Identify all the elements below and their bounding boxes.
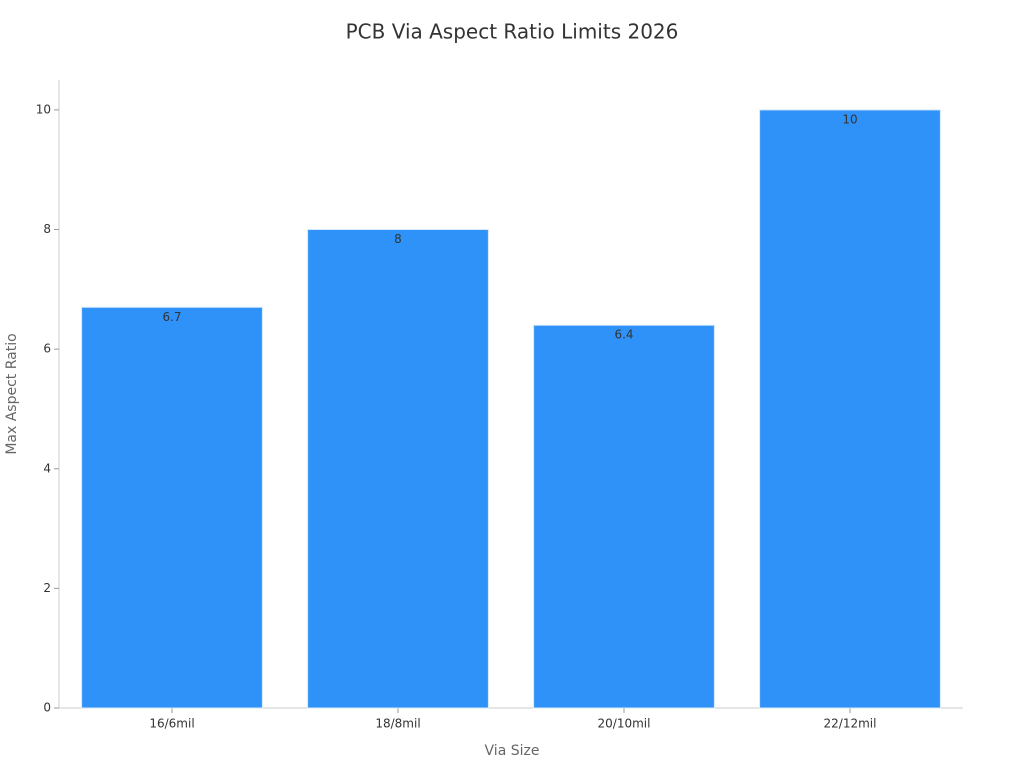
x-tick-label: 20/10mil	[598, 717, 651, 731]
bar	[81, 306, 263, 709]
x-tick-label: 18/8mil	[375, 717, 420, 731]
data-label: 6.7	[162, 310, 181, 324]
y-tick-label: 0	[43, 701, 51, 715]
bar	[533, 324, 715, 709]
data-label: 8	[394, 232, 402, 246]
x-axis-label: Via Size	[485, 743, 540, 759]
y-tick-label: 8	[43, 222, 51, 236]
y-axis-label: Max Aspect Ratio	[4, 333, 20, 454]
data-label: 10	[842, 112, 857, 126]
bar	[307, 229, 489, 709]
chart-title: PCB Via Aspect Ratio Limits 2026	[346, 20, 679, 44]
x-tick-label: 16/6mil	[149, 717, 194, 731]
y-tick-label: 6	[43, 342, 51, 356]
y-tick-label: 10	[36, 102, 51, 116]
x-tick-label: 22/12mil	[824, 717, 877, 731]
y-tick-label: 4	[43, 461, 51, 475]
data-label: 6.4	[614, 328, 633, 342]
y-tick-label: 2	[43, 581, 51, 595]
bar	[759, 109, 941, 709]
